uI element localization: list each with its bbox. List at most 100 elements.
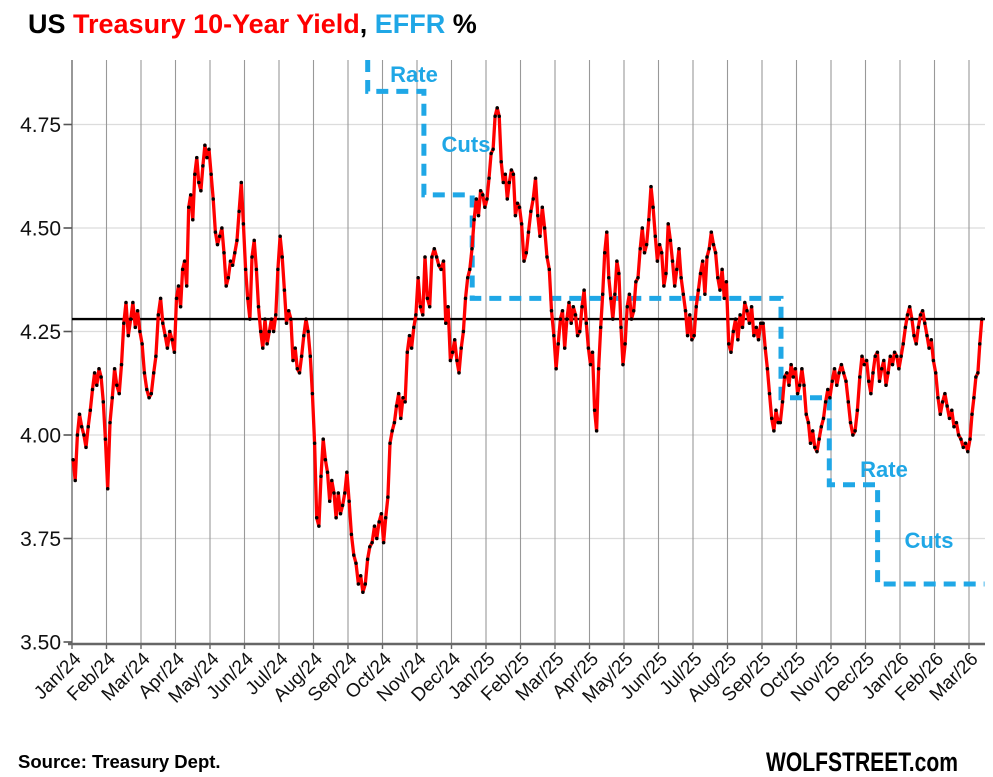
daily-data-dot: [664, 271, 668, 276]
daily-data-dot: [729, 350, 733, 354]
daily-data-dot: [554, 367, 558, 371]
daily-data-dot: [205, 155, 209, 160]
daily-data-dot: [401, 395, 405, 400]
daily-data-dot: [304, 317, 308, 321]
daily-data-dot: [386, 495, 390, 499]
daily-data-dot: [886, 371, 890, 375]
daily-data-dot: [761, 321, 765, 325]
daily-data-dot: [736, 338, 740, 342]
daily-data-dot: [950, 408, 954, 412]
daily-data-dot: [956, 433, 961, 437]
daily-data-dot: [396, 391, 401, 396]
daily-data-dot: [195, 155, 199, 160]
daily-data-dot: [213, 230, 218, 234]
daily-data-dot: [308, 354, 313, 359]
daily-data-dot: [644, 242, 649, 247]
daily-data-dot: [485, 197, 489, 201]
daily-data-dot: [567, 300, 571, 305]
daily-data-dot: [434, 255, 439, 259]
daily-data-dot: [237, 209, 241, 214]
daily-data-dot: [302, 333, 306, 338]
daily-data-dot: [588, 362, 593, 367]
daily-data-dot: [299, 354, 304, 359]
daily-data-dot: [584, 321, 589, 325]
daily-data-dot: [432, 246, 437, 251]
daily-data-dot: [933, 371, 938, 375]
daily-data-dot: [970, 412, 974, 417]
daily-data-dot: [491, 147, 495, 152]
daily-data-dot: [154, 354, 158, 359]
daily-data-dot: [631, 309, 636, 313]
daily-data-dot: [452, 338, 457, 342]
daily-data-dot: [685, 333, 690, 338]
daily-data-dot: [427, 304, 432, 309]
daily-data-dot: [940, 400, 945, 404]
daily-data-dot: [858, 375, 862, 379]
daily-data-dot: [372, 524, 377, 528]
daily-data-dot: [110, 395, 115, 400]
chart-title: US Treasury 10-Year Yield, EFFR %: [28, 9, 477, 39]
daily-data-dot: [600, 292, 605, 296]
daily-data-dot: [575, 333, 580, 338]
daily-data-dot: [817, 437, 821, 441]
daily-data-dot: [133, 325, 138, 330]
source-label: Source: Treasury Dept.: [18, 751, 221, 772]
daily-data-dot: [269, 317, 274, 321]
daily-data-dot: [314, 516, 319, 520]
daily-data-dot: [513, 213, 518, 218]
daily-data-dot: [720, 267, 724, 272]
daily-data-dot: [95, 383, 99, 388]
daily-data-dot: [463, 296, 468, 301]
daily-data-dot: [668, 238, 673, 243]
daily-data-dot: [862, 362, 867, 367]
daily-data-dot: [140, 342, 144, 346]
daily-data-dot: [754, 325, 759, 330]
daily-data-dot: [954, 420, 959, 425]
daily-data-dot: [752, 333, 756, 338]
daily-data-dot: [815, 449, 819, 454]
daily-data-dot: [73, 478, 77, 483]
daily-data-dot: [483, 205, 487, 210]
daily-data-dot: [649, 184, 653, 189]
daily-data-dot: [972, 395, 976, 400]
daily-data-dot: [690, 338, 694, 342]
daily-data-dot: [71, 458, 75, 462]
daily-data-dot: [163, 333, 167, 338]
daily-data-dot: [168, 329, 172, 334]
daily-data-dot: [325, 470, 330, 475]
daily-data-dot: [927, 346, 931, 350]
daily-data-dot: [782, 375, 787, 379]
daily-data-dot: [180, 267, 185, 272]
rate-cuts-label: Rate: [860, 457, 908, 482]
daily-data-dot: [531, 197, 535, 201]
daily-data-dot: [590, 350, 595, 354]
daily-data-dot: [441, 259, 446, 263]
daily-data-dot: [617, 271, 621, 276]
daily-data-dot: [787, 383, 791, 388]
daily-data-dot: [571, 304, 576, 309]
daily-data-dot: [653, 234, 658, 239]
daily-data-dot: [679, 275, 683, 280]
daily-data-dot: [450, 350, 455, 354]
daily-data-dot: [211, 197, 215, 201]
daily-data-dot: [465, 275, 470, 280]
daily-data-dot: [209, 172, 213, 176]
daily-data-dot: [749, 304, 754, 309]
daily-data-dot: [879, 367, 884, 371]
daily-data-dot: [698, 271, 703, 276]
daily-data-dot: [638, 246, 642, 251]
daily-data-dot: [515, 201, 520, 205]
daily-data-dot: [338, 511, 343, 516]
daily-data-dot: [642, 251, 647, 255]
daily-data-dot: [821, 416, 826, 421]
daily-data-dot: [901, 342, 905, 346]
daily-data-dot: [540, 205, 545, 210]
daily-data-dot: [785, 371, 789, 375]
brand-label: WOLFSTREET.com: [766, 747, 958, 777]
daily-data-dot: [176, 284, 181, 288]
daily-data-dot: [844, 379, 848, 383]
daily-data-dot: [347, 499, 351, 503]
daily-data-dot: [869, 391, 873, 396]
daily-data-dot: [565, 317, 569, 321]
daily-data-dot: [826, 387, 830, 392]
